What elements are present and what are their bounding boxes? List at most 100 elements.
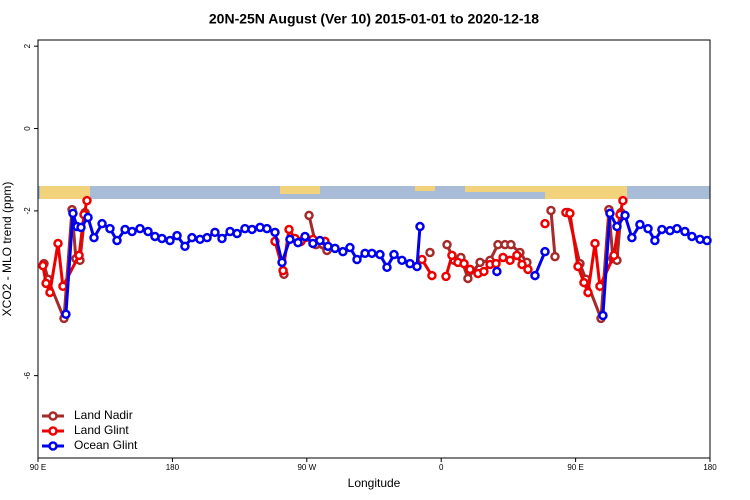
point: [262, 223, 272, 234]
x-tick-label: 90 W: [297, 463, 316, 472]
point: [441, 271, 451, 282]
point: [540, 246, 550, 257]
point: [546, 205, 556, 216]
point: [475, 257, 485, 268]
point: [180, 241, 190, 252]
point: [61, 309, 71, 320]
legend-marker: [48, 441, 58, 451]
point: [590, 238, 600, 249]
point: [627, 232, 637, 243]
point: [375, 249, 385, 260]
point: [45, 287, 55, 298]
series-line: [42, 209, 623, 319]
point: [187, 232, 197, 243]
point: [583, 287, 593, 298]
point: [143, 226, 153, 237]
point: [540, 218, 550, 229]
point: [512, 250, 522, 261]
legend-label: Land Nadir: [74, 408, 133, 422]
point: [270, 227, 280, 238]
point: [112, 235, 122, 246]
point: [643, 223, 653, 234]
point: [157, 233, 167, 244]
point: [620, 210, 630, 221]
point: [397, 255, 407, 266]
point: [352, 254, 362, 265]
point: [338, 246, 348, 257]
point: [300, 231, 310, 242]
point: [506, 239, 516, 250]
point: [135, 223, 145, 234]
point: [278, 265, 288, 276]
point: [657, 224, 667, 235]
point: [315, 235, 325, 246]
point: [415, 221, 425, 232]
y-tick-label: 0: [23, 126, 32, 131]
x-tick-label: 90 E: [567, 463, 583, 472]
x-tick-label: 180: [703, 463, 717, 472]
point: [389, 249, 399, 260]
point: [612, 221, 622, 232]
plot-frame: [37, 39, 711, 459]
x-tick-label: 0: [439, 463, 444, 472]
legend-marker: [48, 426, 58, 436]
y-tick-label: -2: [23, 207, 32, 215]
y-tick-label: 2: [23, 43, 32, 48]
point: [247, 224, 257, 235]
point: [463, 273, 473, 284]
point: [293, 237, 303, 248]
point: [210, 227, 220, 238]
point: [232, 228, 242, 239]
x-tick-label: 180: [166, 463, 180, 472]
point: [517, 259, 527, 270]
point: [650, 235, 660, 246]
x-axis-label: Longitude: [348, 476, 401, 490]
point: [605, 208, 615, 219]
point: [89, 232, 99, 243]
point: [598, 310, 608, 321]
map-strip: [38, 186, 710, 199]
point: [687, 231, 697, 242]
point: [97, 218, 107, 229]
point: [442, 239, 452, 250]
point: [202, 232, 212, 243]
point: [74, 250, 84, 261]
point: [609, 250, 619, 261]
point: [304, 210, 314, 221]
point: [459, 258, 469, 269]
point: [68, 208, 78, 219]
point: [492, 266, 502, 277]
x-tick-label: 90 E: [30, 463, 46, 472]
y-axis-label: XCO2 - MLO trend (ppm): [0, 182, 14, 317]
point: [505, 255, 515, 266]
point: [284, 224, 294, 235]
point: [427, 270, 437, 281]
point: [417, 254, 427, 265]
point: [672, 223, 682, 234]
point: [573, 261, 583, 272]
point: [127, 226, 137, 237]
point: [330, 243, 340, 254]
point: [382, 262, 392, 273]
point: [530, 270, 540, 281]
point: [38, 260, 48, 271]
point: [680, 226, 690, 237]
point: [277, 257, 287, 268]
legend-marker: [48, 411, 58, 421]
point: [41, 278, 51, 289]
point: [412, 261, 422, 272]
point: [53, 238, 63, 249]
point: [702, 235, 712, 246]
point: [172, 230, 182, 241]
point: [579, 277, 589, 288]
legend-label: Ocean Glint: [74, 438, 138, 452]
point: [105, 223, 115, 234]
point: [595, 281, 605, 292]
legend-label: Land Glint: [74, 423, 129, 437]
point: [165, 235, 175, 246]
point: [491, 258, 501, 269]
point: [618, 195, 628, 206]
point: [523, 264, 533, 275]
point: [285, 234, 295, 245]
